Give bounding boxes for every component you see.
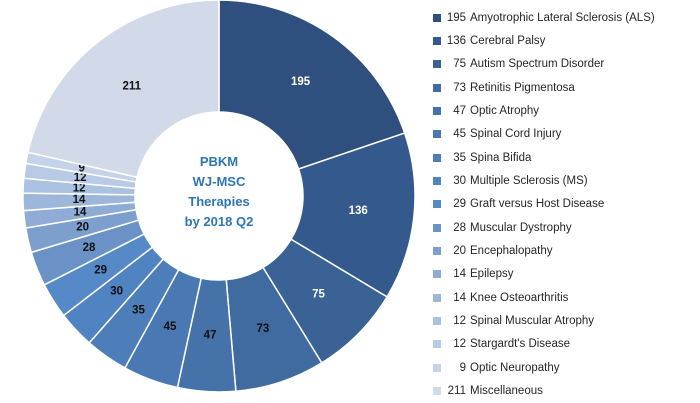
legend-item: 29 Graft versus Host Disease	[433, 193, 698, 216]
legend-label: Miscellaneous	[470, 385, 543, 398]
legend-value: 73	[453, 81, 466, 94]
legend-swatch	[433, 60, 441, 69]
slice-value-label: 12	[73, 183, 86, 195]
legend-item: 45 Spinal Cord Injury	[433, 123, 698, 146]
legend-value: 35	[453, 151, 466, 164]
slice-value-label: 195	[291, 76, 311, 88]
chart-legend: 195 Amyotrophic Lateral Sclerosis (ALS) 13…	[433, 6, 698, 403]
legend-item: 12 Stargardt's Disease	[433, 333, 698, 356]
legend-item: 73 Retinitis Pigmentosa	[433, 76, 698, 99]
center-title-line-4: by 2018 Q2	[184, 214, 254, 229]
legend-swatch	[433, 270, 441, 279]
legend-label: Spinal Muscular Atrophy	[470, 315, 595, 328]
legend-item: 47 Optic Atrophy	[433, 99, 698, 122]
slice-value-label: 20	[76, 222, 89, 234]
legend-swatch	[433, 387, 441, 396]
legend-label: Stargardt's Disease	[470, 338, 570, 351]
slice-value-label: 9	[78, 163, 84, 175]
legend-item: 20 Encephalopathy	[433, 239, 698, 262]
legend-value: 75	[453, 58, 466, 71]
legend-label: Multiple Sclerosis (MS)	[470, 175, 588, 188]
slice-value-label: 136	[349, 205, 368, 217]
legend-swatch	[433, 293, 441, 302]
legend-label: Knee Osteoarthritis	[470, 291, 569, 304]
legend-swatch	[433, 83, 441, 92]
slice-value-label: 14	[74, 207, 87, 219]
legend-label: Muscular Dystrophy	[470, 221, 572, 234]
legend-label: Optic Neuropathy	[470, 361, 560, 374]
legend-label: Graft versus Host Disease	[470, 198, 605, 211]
legend-item: 14 Epilepsy	[433, 263, 698, 286]
slice-value-label: 29	[94, 265, 107, 277]
legend-item: 195 Amyotrophic Lateral Sclerosis (ALS)	[433, 6, 698, 29]
legend-item: 28 Muscular Dystrophy	[433, 216, 698, 239]
legend-value: 14	[453, 268, 466, 281]
legend-item: 30 Multiple Sclerosis (MS)	[433, 169, 698, 192]
legend-value: 211	[447, 385, 466, 398]
legend-value: 30	[453, 175, 466, 188]
legend-item: 12 Spinal Muscular Atrophy	[433, 309, 698, 332]
slice-value-label: 30	[110, 286, 123, 298]
slice-value-label: 28	[83, 242, 96, 254]
slice-value-label: 75	[312, 288, 325, 300]
center-title-line-2: WJ-MSC	[192, 174, 246, 189]
legend-label: Spinal Cord Injury	[470, 128, 562, 141]
donut-slice	[218, 0, 406, 170]
slice-value-label: 211	[122, 81, 141, 93]
legend-value: 9	[459, 361, 466, 374]
slice-value-label: 35	[132, 305, 145, 317]
legend-value: 136	[446, 35, 466, 48]
legend-swatch	[433, 317, 441, 326]
legend-swatch	[433, 177, 441, 186]
legend-swatch	[433, 247, 441, 256]
legend-swatch	[433, 153, 441, 162]
slice-value-label: 73	[257, 323, 270, 335]
legend-swatch	[433, 223, 441, 232]
legend-swatch	[433, 107, 441, 116]
legend-value: 28	[453, 221, 466, 234]
legend-value: 12	[453, 315, 466, 328]
donut-slice	[289, 132, 416, 298]
center-title-line-1: PBKM	[199, 154, 239, 169]
legend-item: 9 Optic Neuropathy	[433, 356, 698, 379]
legend-label: Epilepsy	[470, 268, 514, 281]
legend-label: Autism Spectrum Disorder	[470, 58, 605, 71]
legend-value: 195	[446, 11, 466, 24]
legend-value: 20	[453, 245, 466, 258]
slice-value-label: 14	[73, 194, 86, 206]
legend-label: Retinitis Pigmentosa	[470, 81, 575, 94]
legend-label: Cerebral Palsy	[470, 35, 546, 48]
legend-swatch	[433, 13, 441, 22]
legend-swatch	[433, 363, 441, 372]
legend-item: 35 Spina Bifida	[433, 146, 698, 169]
legend-label: Amyotrophic Lateral Sclerosis (ALS)	[470, 11, 655, 24]
legend-swatch	[433, 200, 441, 209]
donut-slice	[27, 0, 220, 179]
legend-value: 45	[453, 128, 466, 141]
legend-item: 136 Cerebral Palsy	[433, 29, 698, 52]
legend-label: Spina Bifida	[470, 151, 532, 164]
legend-value: 29	[453, 198, 466, 211]
legend-item: 14 Knee Osteoarthritis	[433, 286, 698, 309]
legend-swatch	[433, 130, 441, 139]
legend-item: 75 Autism Spectrum Disorder	[433, 53, 698, 76]
legend-value: 14	[453, 291, 466, 304]
legend-label: Optic Atrophy	[470, 105, 540, 118]
slice-value-label: 12	[74, 172, 87, 184]
legend-value: 47	[453, 105, 466, 118]
chart-center-title: PBKM WJ-MSC Therapies by 2018 Q2	[135, 152, 303, 232]
legend-swatch	[433, 37, 441, 46]
legend-swatch	[433, 340, 441, 349]
legend-value: 12	[453, 338, 466, 351]
center-title-line-3: Therapies	[188, 194, 250, 209]
slice-value-label: 45	[164, 321, 177, 333]
legend-item: 211 Miscellaneous	[433, 380, 698, 403]
slice-value-label: 47	[204, 330, 217, 342]
legend-label: Encephalopathy	[470, 245, 553, 258]
